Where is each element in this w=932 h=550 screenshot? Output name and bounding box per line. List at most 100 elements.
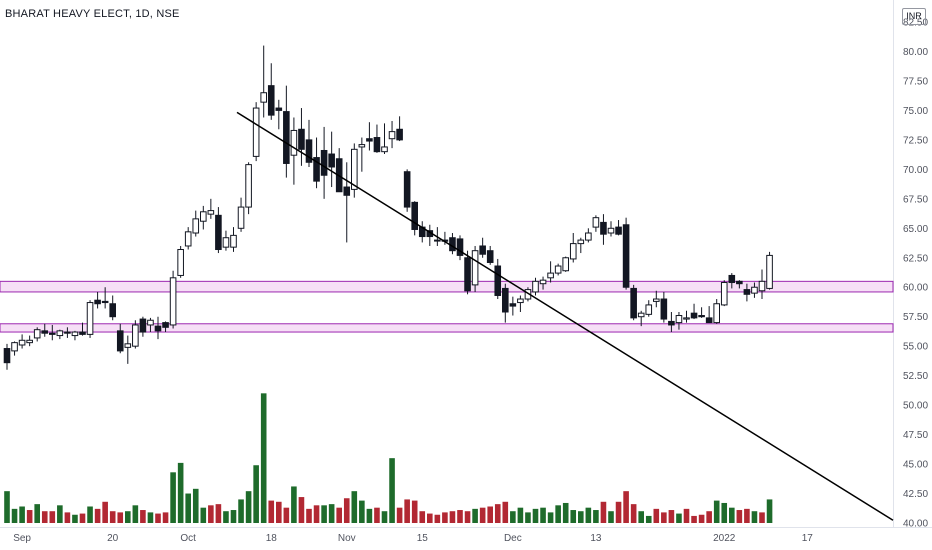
volume-bar [109, 511, 116, 523]
volume-bar [140, 510, 146, 523]
time-tick-label: Nov [338, 533, 356, 544]
volume-bar [555, 505, 561, 523]
volume-bar [464, 511, 471, 523]
price-tick-label: 67.50 [903, 194, 928, 205]
candle-body [509, 303, 517, 307]
candle-body [653, 298, 660, 302]
volume-bar [192, 488, 199, 523]
volume-bars [4, 393, 773, 523]
time-tick-label: 20 [107, 533, 119, 544]
volume-bar [419, 511, 426, 523]
volume-bar [532, 508, 539, 523]
volume-bar [245, 491, 252, 523]
candle-body [33, 329, 41, 339]
volume-bar [230, 510, 237, 523]
volume-bar [479, 507, 486, 523]
candle-body [449, 237, 456, 252]
candle-body [184, 231, 192, 247]
candle-body [645, 304, 653, 315]
time-tick-label: 17 [802, 533, 814, 544]
volume-bar [744, 508, 750, 523]
volume-bar [87, 506, 93, 523]
candle-body [502, 287, 509, 313]
volume-bar [4, 491, 10, 523]
candle-body [607, 227, 615, 234]
candle-body [313, 157, 320, 182]
price-tick-label: 50.00 [903, 401, 928, 412]
candle-body [569, 243, 577, 260]
volume-bar [19, 506, 25, 523]
volume-bar [49, 511, 56, 523]
candle-body [267, 85, 275, 116]
candle-body [554, 265, 562, 274]
candle-body [539, 279, 547, 285]
currency-badge[interactable]: INR [902, 8, 926, 25]
volume-bar [298, 497, 305, 523]
candle-body [328, 153, 335, 168]
volume-bar [623, 491, 629, 523]
candle-body [260, 92, 267, 103]
candle-body [471, 250, 479, 286]
candle-body [577, 239, 585, 245]
candle-body [660, 298, 668, 320]
time-tick-label: Sep [13, 533, 31, 544]
volume-bar [562, 502, 569, 523]
candle-body [675, 315, 683, 324]
volume-bar [396, 507, 403, 523]
volume-bar [94, 508, 101, 523]
volume-bar [34, 504, 40, 523]
price-tick-label: 55.00 [903, 342, 928, 353]
volume-bar [72, 514, 78, 523]
candle-body [388, 131, 396, 140]
volume-bar [170, 472, 176, 523]
volume-bar [615, 501, 622, 523]
volume-bar [706, 511, 712, 523]
volume-bar [147, 512, 154, 523]
candle-body [358, 144, 366, 148]
volume-bar [721, 502, 728, 523]
candle-body [101, 300, 109, 304]
candle-body [585, 232, 592, 241]
candle-body [207, 210, 215, 215]
candle-body [252, 107, 260, 157]
volume-bar [540, 507, 546, 523]
volume-bar [608, 511, 614, 523]
candle-body [162, 322, 169, 328]
candle-body [396, 128, 403, 141]
candle-body [592, 217, 600, 228]
candle-body [230, 234, 237, 248]
volume-bar [343, 498, 350, 523]
candle-body [494, 265, 502, 296]
price-tick-label: 52.50 [903, 371, 928, 382]
candle-body [305, 139, 313, 163]
candle-body [290, 129, 298, 156]
candle-body [64, 331, 71, 334]
candle-body [766, 254, 773, 289]
candle-body [11, 342, 18, 352]
candle-body [245, 164, 252, 208]
candle-body [139, 318, 147, 333]
candle-body [517, 298, 524, 304]
time-tick-label: 13 [590, 533, 602, 544]
volume-bar [449, 511, 456, 523]
volume-bar [668, 510, 675, 523]
volume-bar [155, 513, 161, 523]
volume-bar [64, 512, 71, 523]
price-tick-label: 77.50 [903, 76, 928, 87]
candle-body [411, 201, 418, 230]
volume-bar [26, 510, 33, 523]
candle-body [373, 137, 381, 153]
candle-body [366, 138, 373, 142]
candle-body [622, 224, 630, 288]
candle-body [147, 319, 154, 326]
volume-bar [751, 511, 758, 523]
candle-body [86, 302, 94, 335]
volume-bar [578, 511, 584, 523]
volume-bar [676, 513, 682, 523]
volume-bar [457, 510, 463, 523]
candle-body [192, 218, 200, 234]
volume-bar [547, 512, 554, 523]
volume-bar [238, 499, 244, 523]
volume-bar [177, 462, 184, 523]
